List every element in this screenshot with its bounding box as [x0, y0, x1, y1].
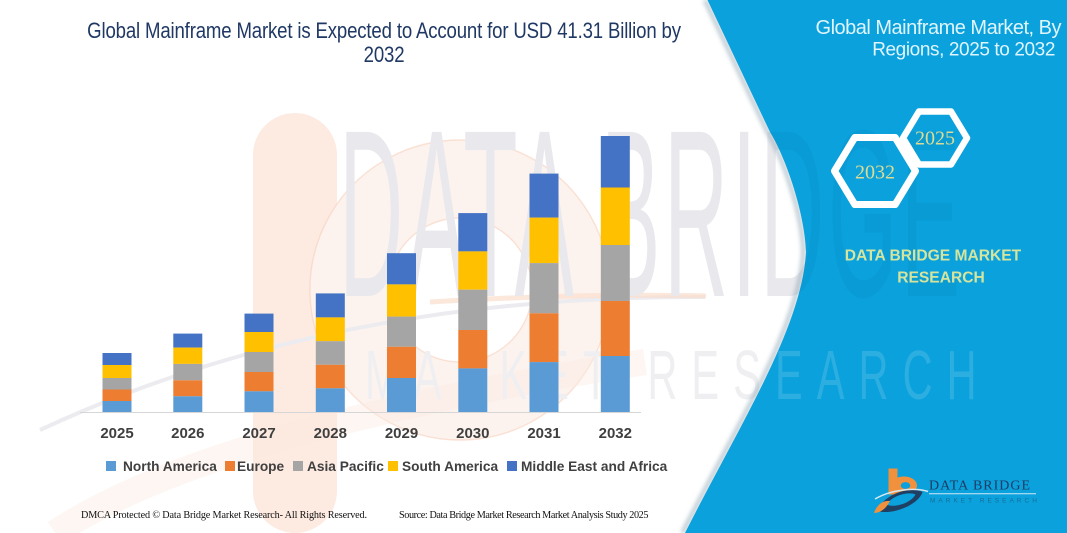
svg-text:Middle East and Africa: Middle East and Africa: [521, 459, 668, 474]
svg-text:2031: 2031: [527, 425, 560, 442]
svg-text:2026: 2026: [171, 425, 204, 442]
svg-text:2032: 2032: [364, 44, 405, 68]
svg-text:DMCA Protected © Data Bridge M: DMCA Protected © Data Bridge Market Rese…: [81, 510, 367, 521]
svg-text:2025: 2025: [915, 128, 955, 150]
svg-text:2028: 2028: [314, 425, 347, 442]
svg-text:DATA BRIDGE: DATA BRIDGE: [929, 479, 1031, 494]
svg-text:MARKET RESEARCH: MARKET RESEARCH: [930, 498, 1040, 505]
svg-text:DATA BRIDGE MARKET: DATA BRIDGE MARKET: [845, 248, 1022, 265]
svg-text:2032: 2032: [599, 425, 632, 442]
svg-text:Europe: Europe: [237, 459, 285, 474]
svg-text:2025: 2025: [100, 425, 133, 442]
svg-text:2032: 2032: [855, 162, 895, 184]
svg-text:North America: North America: [123, 459, 217, 474]
svg-text:Global Mainframe Market, By: Global Mainframe Market, By: [816, 17, 1062, 39]
svg-text:South America: South America: [402, 459, 498, 474]
svg-text:Asia Pacific: Asia Pacific: [307, 459, 384, 474]
svg-text:2027: 2027: [242, 425, 275, 442]
svg-text:Global Mainframe Market is Exp: Global Mainframe Market is Expected to A…: [87, 20, 682, 44]
svg-text:2029: 2029: [385, 425, 418, 442]
svg-text:RESEARCH: RESEARCH: [897, 270, 985, 287]
svg-text:Source: Data Bridge Market Res: Source: Data Bridge Market Research Mark…: [399, 510, 648, 521]
svg-text:Regions, 2025 to 2032: Regions, 2025 to 2032: [872, 40, 1055, 61]
svg-text:2030: 2030: [456, 425, 489, 442]
